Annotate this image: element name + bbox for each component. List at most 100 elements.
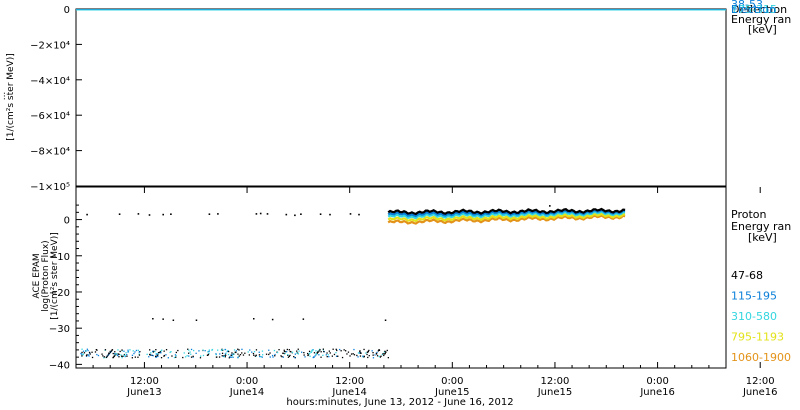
floor-point bbox=[339, 348, 341, 351]
floor-point bbox=[96, 349, 98, 351]
floor-point bbox=[237, 353, 239, 355]
floor-point bbox=[287, 356, 290, 358]
floor-point bbox=[385, 351, 387, 353]
proton-floor-points bbox=[80, 348, 389, 359]
mid-point bbox=[152, 318, 154, 320]
x-tick-date-label: June16 bbox=[742, 387, 778, 398]
x-tick-time-label: 12:00 bbox=[130, 376, 159, 387]
electron-plot-area bbox=[75, 8, 727, 187]
floor-point bbox=[114, 351, 116, 353]
floor-point bbox=[113, 355, 116, 357]
floor-point bbox=[223, 355, 225, 357]
floor-point bbox=[294, 353, 296, 355]
floor-point bbox=[232, 356, 234, 358]
sparse-point bbox=[294, 214, 296, 217]
floor-point bbox=[287, 354, 289, 356]
sparse-point bbox=[170, 213, 172, 215]
floor-point bbox=[215, 353, 217, 356]
floor-point bbox=[288, 355, 290, 357]
proton-legend-subtitle: Energy ran bbox=[731, 220, 791, 233]
floor-point bbox=[349, 355, 351, 357]
floor-point bbox=[332, 348, 334, 350]
electron-legend-entry-2: 175-315 bbox=[731, 3, 777, 16]
floor-point bbox=[80, 352, 82, 355]
floor-point bbox=[317, 350, 319, 352]
floor-point bbox=[152, 355, 154, 357]
floor-point bbox=[188, 355, 190, 357]
floor-point bbox=[233, 349, 236, 351]
floor-point bbox=[269, 356, 271, 358]
floor-point bbox=[308, 350, 311, 352]
mid-point bbox=[302, 318, 305, 320]
floor-point bbox=[231, 352, 233, 354]
floor-point bbox=[156, 353, 158, 355]
floor-point bbox=[235, 351, 237, 354]
floor-point bbox=[362, 355, 364, 357]
electron-y-tick-label: 0 bbox=[64, 5, 70, 16]
floor-point bbox=[258, 351, 260, 353]
floor-point bbox=[171, 355, 173, 357]
floor-point bbox=[173, 356, 176, 359]
x-tick-date-label: June15 bbox=[434, 387, 470, 398]
floor-point bbox=[278, 349, 280, 351]
electron-y-tick-label: −8×10⁴ bbox=[30, 147, 70, 158]
floor-point bbox=[117, 354, 119, 356]
floor-point bbox=[367, 351, 369, 353]
floor-point bbox=[163, 354, 166, 357]
floor-point bbox=[282, 352, 284, 354]
floor-point bbox=[307, 354, 310, 356]
floor-point bbox=[372, 357, 375, 359]
proton-legend-unit: [keV] bbox=[748, 231, 777, 244]
floor-point bbox=[108, 352, 111, 355]
sparse-point bbox=[217, 213, 219, 215]
floor-point bbox=[89, 353, 91, 355]
floor-point bbox=[117, 349, 119, 351]
electron-y-tick-label: −2×10⁴ bbox=[30, 40, 70, 51]
x-tick-date-label: June14 bbox=[229, 387, 265, 398]
floor-point bbox=[296, 352, 298, 354]
floor-point bbox=[138, 351, 140, 353]
electron-y-tick-label: −6×10⁴ bbox=[30, 111, 70, 122]
floor-point bbox=[356, 354, 358, 357]
floor-point bbox=[255, 355, 257, 357]
x-tick-time-label: 12:00 bbox=[335, 376, 364, 387]
floor-point bbox=[309, 352, 311, 354]
floor-point bbox=[122, 355, 124, 357]
floor-point bbox=[287, 354, 289, 356]
floor-point bbox=[134, 356, 136, 358]
mid-point bbox=[271, 318, 274, 321]
floor-point bbox=[253, 351, 256, 353]
floor-point bbox=[255, 354, 257, 356]
floor-point bbox=[177, 349, 179, 352]
floor-point bbox=[120, 354, 122, 356]
proton-y-label-2: log(Proton Flux) bbox=[41, 240, 51, 311]
floor-point bbox=[283, 349, 285, 351]
floor-point bbox=[157, 354, 159, 356]
floor-point bbox=[211, 348, 214, 351]
floor-point bbox=[187, 348, 189, 350]
floor-point bbox=[377, 350, 379, 352]
sparse-point bbox=[86, 213, 88, 216]
electron-legend-entry-1: 38-53 bbox=[731, 0, 763, 11]
electron-legend-subtitle: Energy ran bbox=[731, 13, 791, 26]
mid-point bbox=[172, 319, 175, 321]
floor-point bbox=[111, 349, 114, 351]
floor-point bbox=[258, 354, 261, 356]
floor-point bbox=[359, 352, 361, 354]
floor-point bbox=[376, 355, 379, 357]
floor-point bbox=[268, 353, 270, 356]
floor-point bbox=[274, 355, 276, 357]
floor-point bbox=[251, 351, 253, 353]
floor-point bbox=[215, 353, 217, 355]
floor-point bbox=[365, 352, 367, 354]
floor-point bbox=[184, 356, 187, 358]
floor-point bbox=[357, 356, 359, 358]
sparse-point bbox=[208, 213, 211, 215]
floor-point bbox=[320, 351, 322, 353]
floor-point bbox=[86, 354, 88, 356]
floor-point bbox=[159, 351, 162, 353]
floor-point bbox=[165, 349, 168, 351]
proton-x-axis: 12:00June130:00June1412:00June140:00June… bbox=[92, 187, 778, 398]
floor-point bbox=[367, 350, 369, 352]
floor-point bbox=[87, 354, 89, 356]
